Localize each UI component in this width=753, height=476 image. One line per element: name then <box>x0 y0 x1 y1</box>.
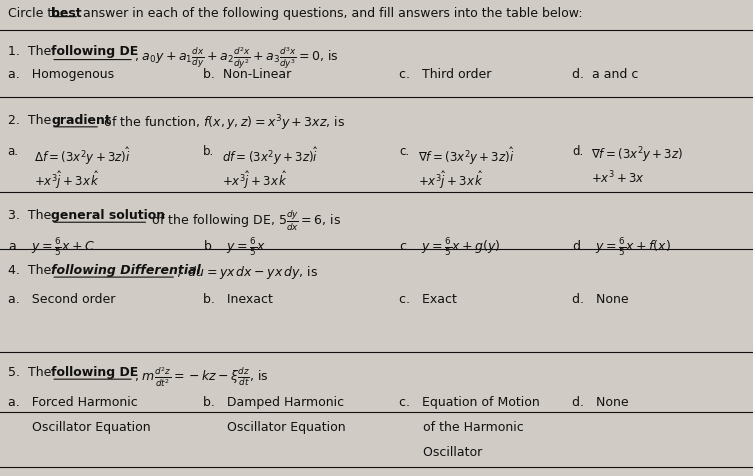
Text: c.   Equation of Motion: c. Equation of Motion <box>399 395 540 408</box>
Text: d.   None: d. None <box>572 293 629 306</box>
Text: a.   $y = \frac{6}{5}x + C$: a. $y = \frac{6}{5}x + C$ <box>8 236 94 258</box>
Text: d.: d. <box>572 145 584 158</box>
Text: $+x^3\hat{j} + 3x\,\hat{k}$: $+x^3\hat{j} + 3x\,\hat{k}$ <box>222 169 288 191</box>
Text: best: best <box>51 7 82 20</box>
Text: 3.  The: 3. The <box>8 208 55 221</box>
Text: d.  a and c: d. a and c <box>572 68 639 80</box>
Text: following Differential: following Differential <box>51 263 201 276</box>
Text: b.   $y = \frac{6}{5}x$: b. $y = \frac{6}{5}x$ <box>203 236 267 258</box>
Text: a.   Second order: a. Second order <box>8 293 115 306</box>
Text: general solution: general solution <box>51 208 166 221</box>
Text: Oscillator: Oscillator <box>399 445 483 457</box>
Text: c.   Exact: c. Exact <box>399 293 457 306</box>
Text: d.   None: d. None <box>572 395 629 408</box>
Text: $+x^3\hat{j} + 3x\,\hat{k}$: $+x^3\hat{j} + 3x\,\hat{k}$ <box>418 169 484 191</box>
Text: b.  Non-Linear: b. Non-Linear <box>203 68 291 80</box>
Text: of the following DE, $5\frac{dy}{dx} = 6$, is: of the following DE, $5\frac{dy}{dx} = 6… <box>148 208 341 232</box>
Text: d.   $y = \frac{6}{5}x + f(x)$: d. $y = \frac{6}{5}x + f(x)$ <box>572 236 671 258</box>
Text: 1.  The: 1. The <box>8 45 55 58</box>
Text: Oscillator Equation: Oscillator Equation <box>8 420 150 433</box>
Text: ,  $du = yx\,dx - yx\,dy$, is: , $du = yx\,dx - yx\,dy$, is <box>176 263 319 280</box>
Text: answer in each of the following questions, and fill answers into the table below: answer in each of the following question… <box>79 7 583 20</box>
Text: of the Harmonic: of the Harmonic <box>399 420 524 433</box>
Text: $df = (3x^2y + 3z)\hat{i}$: $df = (3x^2y + 3z)\hat{i}$ <box>222 145 319 167</box>
Text: , $m\frac{d^2z}{dt^2} = -kz - \xi\frac{dz}{dt}$, is: , $m\frac{d^2z}{dt^2} = -kz - \xi\frac{d… <box>134 365 269 388</box>
Text: gradient: gradient <box>51 113 111 126</box>
Text: $\Delta f = (3x^2y + 3z)\hat{i}$: $\Delta f = (3x^2y + 3z)\hat{i}$ <box>34 145 131 167</box>
Text: $+x^3 + 3x$: $+x^3 + 3x$ <box>591 169 645 186</box>
Text: Oscillator Equation: Oscillator Equation <box>203 420 346 433</box>
Text: of the function, $f(x,y,z) = x^3y + 3xz$, is: of the function, $f(x,y,z) = x^3y + 3xz$… <box>100 113 345 133</box>
Text: a.   Forced Harmonic: a. Forced Harmonic <box>8 395 137 408</box>
Text: 5.  The: 5. The <box>8 365 55 378</box>
Text: $\nabla f = (3x^2y + 3z)$: $\nabla f = (3x^2y + 3z)$ <box>591 145 684 165</box>
Text: , $a_0y + a_1\frac{dx}{dy} + a_2\frac{d^2x}{dy^2} + a_3\frac{d^3x}{dy^3} = 0$, i: , $a_0y + a_1\frac{dx}{dy} + a_2\frac{d^… <box>134 45 339 70</box>
Text: 4.  The: 4. The <box>8 263 55 276</box>
Text: c.   $y = \frac{6}{5}x + g(y)$: c. $y = \frac{6}{5}x + g(y)$ <box>399 236 501 258</box>
Text: $\nabla f = (3x^2y + 3z)\hat{i}$: $\nabla f = (3x^2y + 3z)\hat{i}$ <box>418 145 514 167</box>
Text: c.: c. <box>399 145 409 158</box>
Text: b.   Damped Harmonic: b. Damped Harmonic <box>203 395 344 408</box>
Text: 2.  The: 2. The <box>8 113 55 126</box>
Text: a.   Homogenous: a. Homogenous <box>8 68 114 80</box>
Text: Circle the: Circle the <box>8 7 72 20</box>
Text: a.: a. <box>8 145 19 158</box>
Text: b.: b. <box>203 145 215 158</box>
Text: $+x^3\hat{j} + 3x\,\hat{k}$: $+x^3\hat{j} + 3x\,\hat{k}$ <box>34 169 100 191</box>
Text: b.   Inexact: b. Inexact <box>203 293 273 306</box>
Text: following DE: following DE <box>51 365 139 378</box>
Text: following DE: following DE <box>51 45 139 58</box>
Text: c.   Third order: c. Third order <box>399 68 492 80</box>
